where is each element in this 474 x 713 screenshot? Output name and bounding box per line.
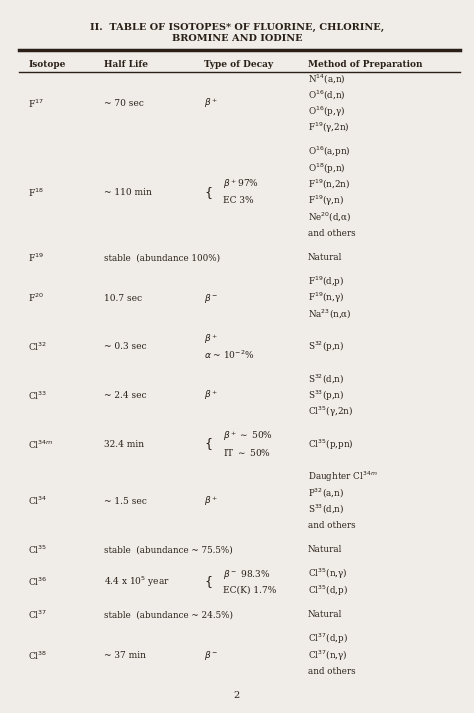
Text: BROMINE AND IODINE: BROMINE AND IODINE [172,34,302,43]
Text: and others: and others [308,521,356,530]
Text: EC 3%: EC 3% [223,196,254,205]
Text: $\beta^+$97%: $\beta^+$97% [223,178,259,192]
Text: ~ 2.4 sec: ~ 2.4 sec [104,391,147,400]
Text: F$^{18}$: F$^{18}$ [28,187,44,199]
Text: $\beta^-$ 98.3%: $\beta^-$ 98.3% [223,568,270,580]
Text: Cl$^{35}$: Cl$^{35}$ [28,543,48,556]
Text: Cl$^{33}$: Cl$^{33}$ [28,389,48,402]
Text: stable  (abundance ~ 75.5%): stable (abundance ~ 75.5%) [104,545,233,554]
Text: P$^{32}$(a,n): P$^{32}$(a,n) [308,486,344,500]
Text: Type of Decay: Type of Decay [204,60,273,69]
Text: ~ 37 min: ~ 37 min [104,651,146,660]
Text: ~ 110 min: ~ 110 min [104,188,152,198]
Text: $\{$: $\{$ [204,436,212,452]
Text: Cl$^{36}$: Cl$^{36}$ [28,576,48,588]
Text: Natural: Natural [308,610,343,619]
Text: Cl$^{35}$(n,γ): Cl$^{35}$(n,γ) [308,567,347,581]
Text: 4.4 x 10$^5$ year: 4.4 x 10$^5$ year [104,575,170,590]
Text: Cl$^{32}$: Cl$^{32}$ [28,341,48,353]
Text: S$^{33}$(d,n): S$^{33}$(d,n) [308,503,345,516]
Text: Cl$^{34}$: Cl$^{34}$ [28,495,48,508]
Text: Na$^{23}$(n,α): Na$^{23}$(n,α) [308,308,352,321]
Text: Cl$^{37}$: Cl$^{37}$ [28,608,48,621]
Text: $\beta^-$: $\beta^-$ [204,649,218,662]
Text: stable  (abundance 100%): stable (abundance 100%) [104,253,220,262]
Text: N$^{14}$(a,n): N$^{14}$(a,n) [308,73,346,86]
Text: O$^{16}$(a,pn): O$^{16}$(a,pn) [308,145,351,160]
Text: Cl$^{35}$(p,pn): Cl$^{35}$(p,pn) [308,437,354,451]
Text: F$^{19}$(n,2n): F$^{19}$(n,2n) [308,178,350,191]
Text: F$^{19}$: F$^{19}$ [28,252,45,264]
Text: Natural: Natural [308,545,343,554]
Text: $\{$: $\{$ [204,185,212,201]
Text: F$^{20}$: F$^{20}$ [28,292,45,304]
Text: O$^{16}$(p,γ): O$^{16}$(p,γ) [308,104,345,119]
Text: F$^{19}$(d,p): F$^{19}$(d,p) [308,275,345,289]
Text: Natural: Natural [308,253,343,262]
Text: F$^{17}$: F$^{17}$ [28,97,44,110]
Text: F$^{19}$(n,γ): F$^{19}$(n,γ) [308,291,344,305]
Text: $\{$: $\{$ [204,574,212,590]
Text: Ne$^{20}$(d,α): Ne$^{20}$(d,α) [308,210,352,224]
Text: Cl$^{35}$(γ,2n): Cl$^{35}$(γ,2n) [308,405,353,419]
Text: Cl$^{34m}$: Cl$^{34m}$ [28,438,54,451]
Text: F$^{19}$(γ,2n): F$^{19}$(γ,2n) [308,120,350,135]
Text: Half Life: Half Life [104,60,148,69]
Text: IT $\sim$ 50%: IT $\sim$ 50% [223,447,271,458]
Text: $\alpha$ ~ 10$^{-2}$%: $\alpha$ ~ 10$^{-2}$% [204,349,254,361]
Text: $\beta^+$: $\beta^+$ [204,97,218,111]
Text: ~ 70 sec: ~ 70 sec [104,99,144,108]
Text: F$^{19}$(γ,n): F$^{19}$(γ,n) [308,194,344,208]
Text: ~ 1.5 sec: ~ 1.5 sec [104,497,147,506]
Text: $\beta^+$$\sim$ 50%: $\beta^+$$\sim$ 50% [223,429,273,443]
Text: Method of Preparation: Method of Preparation [308,60,423,69]
Text: and others: and others [308,667,356,676]
Text: Isotope: Isotope [28,60,66,69]
Text: Cl$^{37}$(n,γ): Cl$^{37}$(n,γ) [308,648,347,662]
Text: and others: and others [308,229,356,238]
Text: O$^{18}$(p,n): O$^{18}$(p,n) [308,161,346,175]
Text: $\beta^+$: $\beta^+$ [204,494,218,508]
Text: $\beta^+$: $\beta^+$ [204,389,218,402]
Text: stable  (abundance ~ 24.5%): stable (abundance ~ 24.5%) [104,610,233,619]
Text: 2: 2 [234,691,240,699]
Text: EC(K) 1.7%: EC(K) 1.7% [223,586,276,595]
Text: S$^{32}$(p,n): S$^{32}$(p,n) [308,339,345,354]
Text: 10.7 sec: 10.7 sec [104,294,142,303]
Text: O$^{16}$(d,n): O$^{16}$(d,n) [308,88,346,102]
Text: S$^{32}$(d,n): S$^{32}$(d,n) [308,373,345,386]
Text: 32.4 min: 32.4 min [104,440,145,448]
Text: Daughter Cl$^{34m}$: Daughter Cl$^{34m}$ [308,470,378,484]
Text: Cl$^{37}$(d,p): Cl$^{37}$(d,p) [308,632,348,646]
Text: Cl$^{38}$: Cl$^{38}$ [28,649,48,662]
Text: $\beta^-$: $\beta^-$ [204,292,218,304]
Text: Cl$^{35}$(d,p): Cl$^{35}$(d,p) [308,583,348,597]
Text: ~ 0.3 sec: ~ 0.3 sec [104,342,147,352]
Text: II.  TABLE OF ISOTOPES* OF FLUORINE, CHLORINE,: II. TABLE OF ISOTOPES* OF FLUORINE, CHLO… [90,23,384,32]
Text: S$^{33}$(p,n): S$^{33}$(p,n) [308,389,345,403]
Text: $\beta^+$: $\beta^+$ [204,332,218,346]
